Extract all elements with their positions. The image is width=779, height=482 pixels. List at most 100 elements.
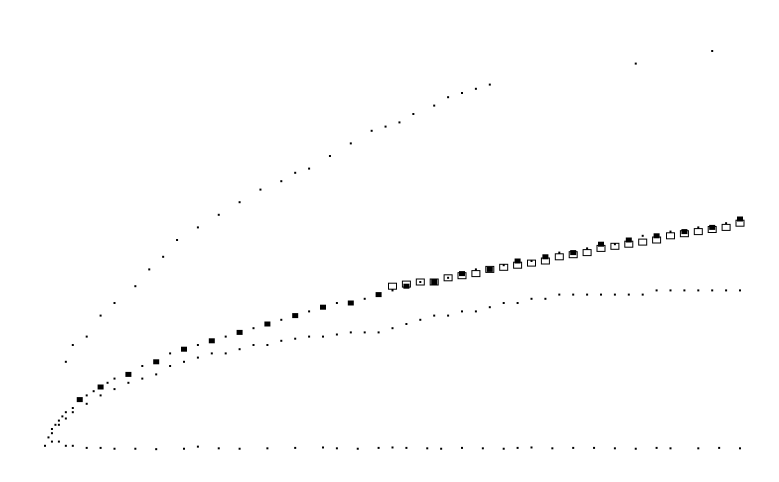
data-point	[99, 446, 102, 449]
data-point	[739, 447, 741, 450]
data-point	[322, 446, 324, 449]
data-point	[474, 310, 477, 313]
data-point	[440, 447, 443, 450]
data-point	[725, 289, 728, 292]
data-point	[572, 446, 575, 449]
data-point	[85, 335, 88, 338]
data-point	[669, 230, 672, 233]
data-point	[97, 384, 104, 390]
data-point	[388, 282, 397, 290]
data-point	[669, 447, 672, 450]
series-1	[44, 218, 741, 447]
data-point	[134, 285, 137, 288]
data-point	[148, 268, 151, 271]
data-point	[183, 360, 185, 363]
data-point	[196, 226, 199, 229]
data-point	[461, 92, 463, 94]
data-point	[600, 293, 602, 296]
data-point	[280, 339, 283, 342]
series-3	[50, 440, 741, 451]
data-point	[99, 314, 102, 317]
data-point	[586, 247, 589, 250]
data-point	[474, 268, 477, 271]
data-point	[697, 447, 700, 450]
data-point	[183, 447, 185, 450]
data-point	[64, 444, 67, 447]
data-point	[638, 238, 648, 246]
data-point	[106, 381, 109, 384]
data-point	[64, 411, 67, 414]
series-5	[76, 216, 743, 403]
data-point	[613, 243, 616, 246]
data-point	[347, 300, 354, 306]
data-point	[134, 447, 137, 450]
data-point	[634, 447, 637, 450]
data-point	[57, 440, 60, 443]
data-point	[85, 394, 88, 397]
data-point	[377, 446, 380, 449]
data-point	[725, 222, 728, 225]
data-point	[322, 335, 324, 338]
data-point	[527, 259, 536, 267]
data-point	[426, 447, 429, 450]
data-point	[377, 331, 380, 334]
data-point	[530, 260, 533, 262]
data-point	[554, 253, 564, 261]
data-point	[613, 447, 616, 450]
data-point	[443, 274, 453, 282]
data-point	[370, 129, 373, 132]
data-point	[217, 447, 220, 450]
data-point	[50, 432, 53, 435]
data-point	[210, 352, 213, 355]
data-point	[356, 447, 359, 450]
data-point	[681, 229, 688, 235]
data-point	[176, 239, 179, 241]
data-point	[613, 293, 616, 296]
data-point	[502, 302, 505, 304]
data-point	[127, 381, 130, 384]
data-point	[280, 318, 283, 321]
data-point	[141, 365, 144, 367]
data-point	[711, 50, 714, 52]
data-point	[558, 251, 561, 254]
data-point	[516, 302, 519, 304]
data-point	[349, 331, 352, 334]
data-point	[718, 446, 721, 449]
data-point	[294, 337, 297, 340]
data-point	[737, 216, 743, 222]
data-point	[499, 263, 509, 271]
data-point	[308, 335, 311, 338]
data-point	[335, 447, 338, 450]
data-point	[294, 446, 297, 449]
data-point	[224, 335, 227, 338]
data-point	[71, 411, 74, 414]
data-point	[429, 278, 439, 286]
data-point	[99, 394, 102, 397]
data-point	[85, 402, 88, 405]
data-point	[384, 125, 387, 128]
data-point	[113, 388, 116, 391]
data-point	[485, 265, 495, 273]
data-point	[447, 314, 450, 317]
data-point	[641, 234, 644, 237]
data-point	[669, 289, 672, 292]
data-point	[320, 304, 326, 310]
data-point	[711, 289, 714, 292]
data-point	[236, 329, 243, 335]
data-point	[666, 232, 675, 240]
data-point	[403, 283, 410, 289]
data-point	[502, 447, 505, 450]
data-point	[398, 121, 401, 124]
data-point	[461, 310, 463, 313]
data-point	[44, 444, 46, 447]
data-point	[502, 264, 505, 267]
data-point	[610, 242, 620, 250]
data-point	[238, 447, 241, 450]
data-point	[196, 344, 199, 346]
data-point	[363, 331, 366, 334]
data-point	[113, 447, 116, 450]
data-point	[447, 96, 450, 99]
data-point	[71, 344, 74, 346]
data-point	[57, 423, 60, 426]
